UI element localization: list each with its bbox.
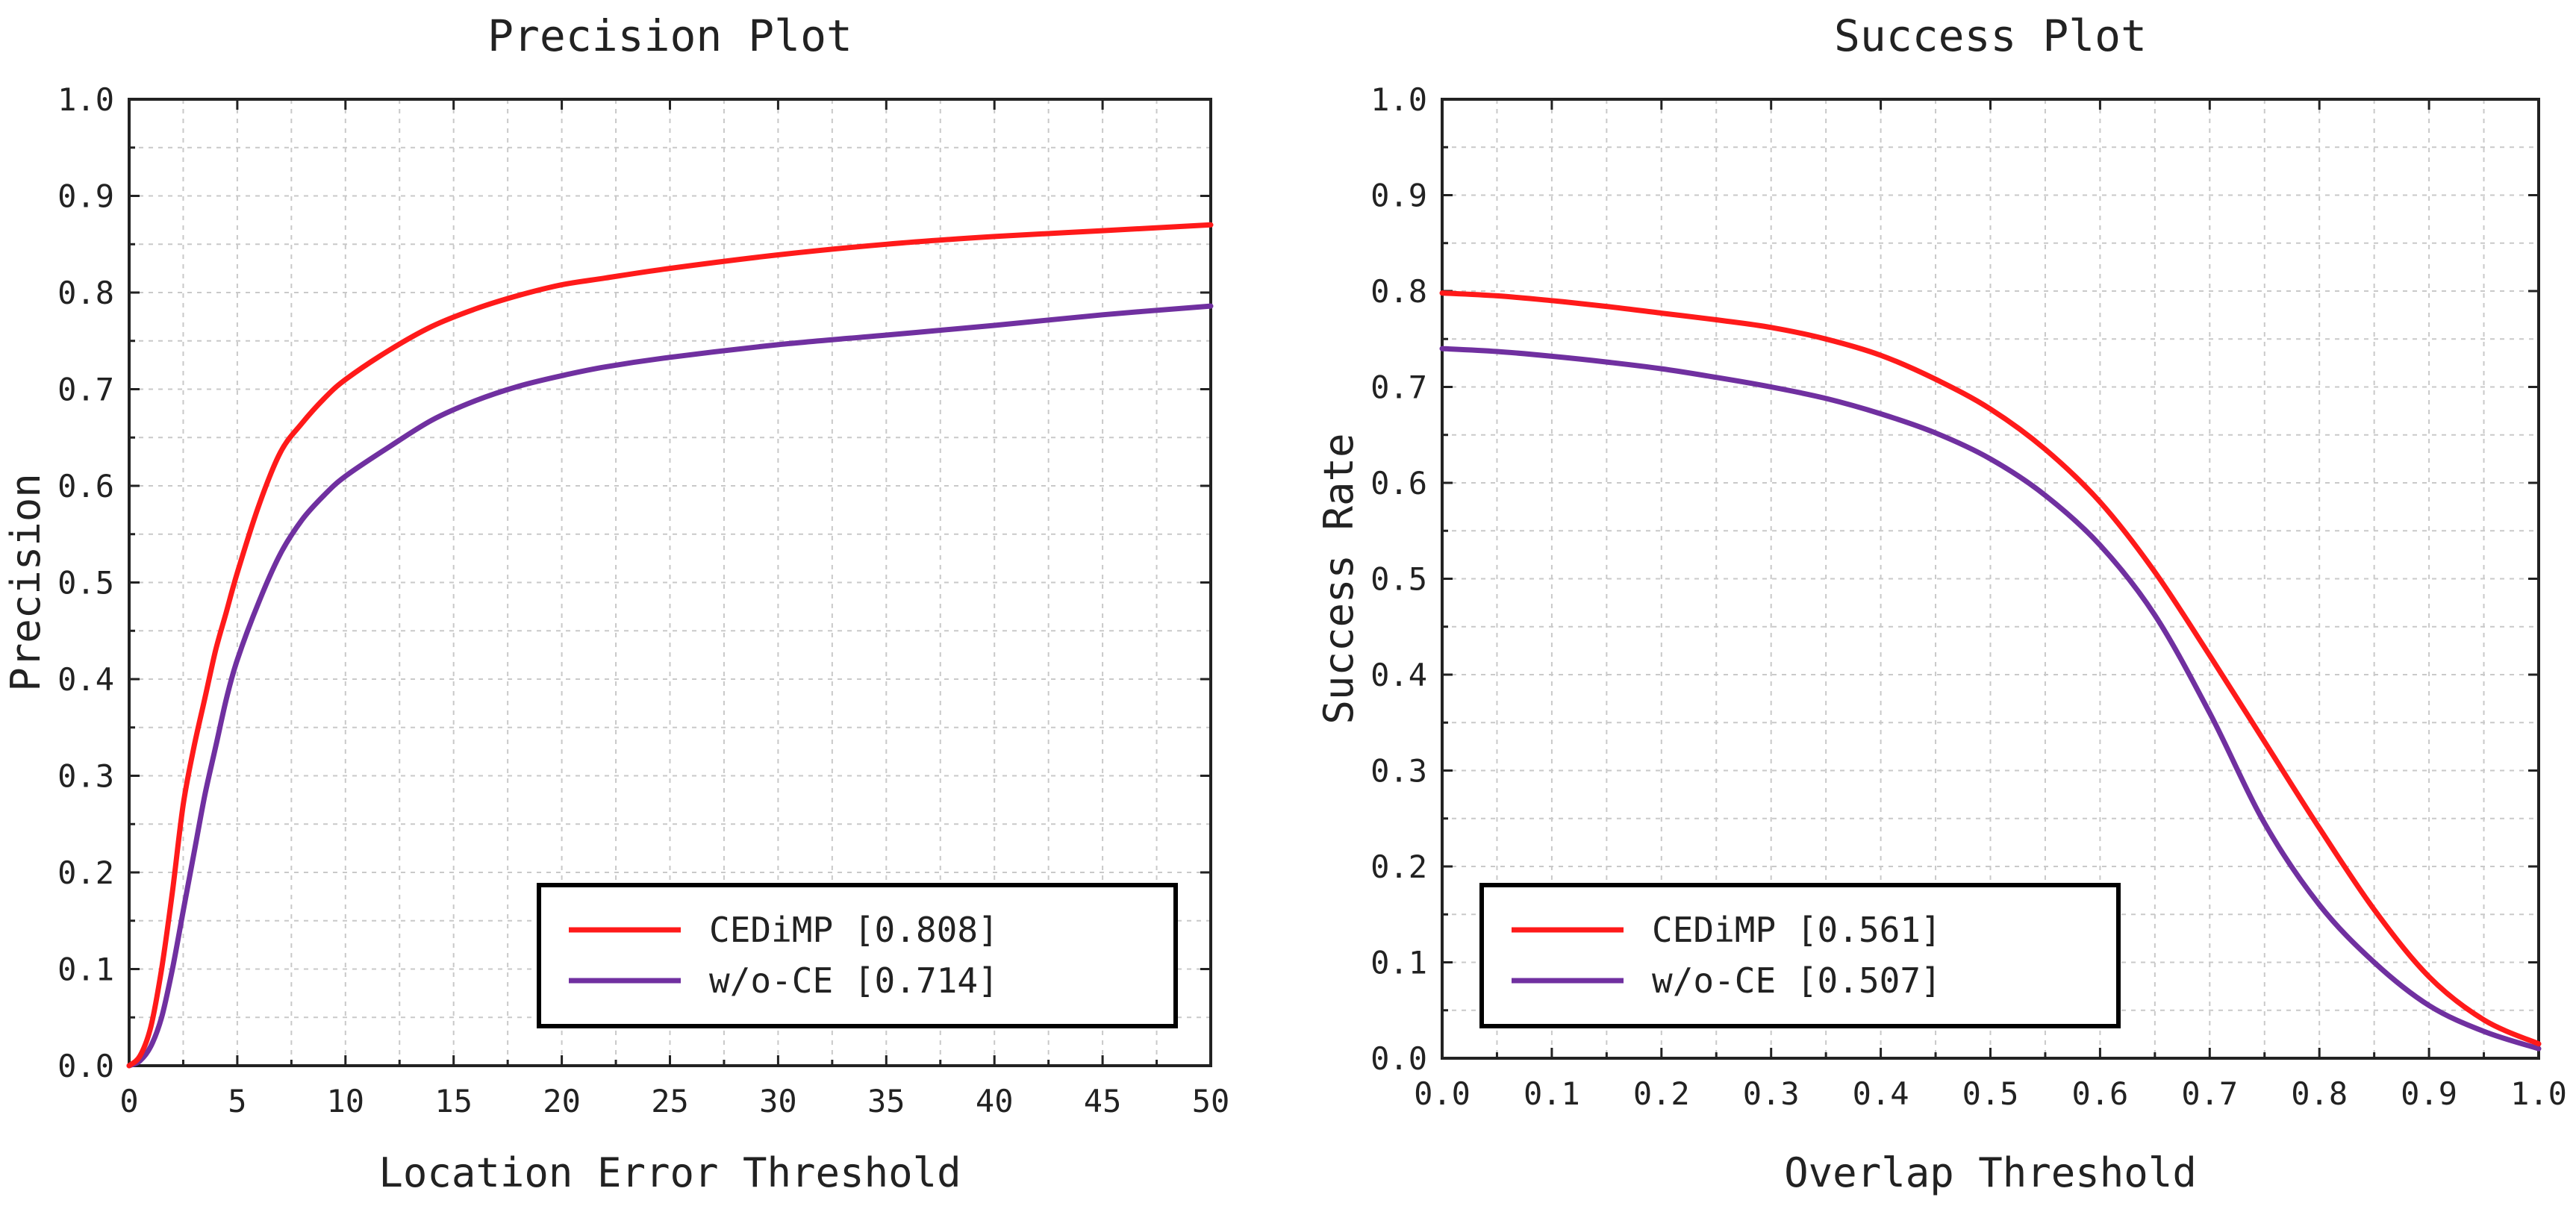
y-tick-label: 0.1 bbox=[1370, 945, 1427, 981]
chart-title: Precision Plot bbox=[487, 10, 852, 61]
y-tick-label: 0.0 bbox=[57, 1048, 114, 1084]
x-tick-label: 1.0 bbox=[2510, 1075, 2567, 1112]
success-chart: 0.0 0.1 0.2 0.3 0.4 0.5 0.6 0.7 0.8 0.9 1.0 0.0 0.1 0… bbox=[1315, 10, 2567, 1196]
x-tick-label: 15 bbox=[434, 1083, 473, 1119]
x-tick-label: 0.6 bbox=[2071, 1075, 2128, 1112]
y-tick-label: 0.3 bbox=[1370, 753, 1427, 790]
y-tick-label: 0.8 bbox=[1370, 273, 1427, 310]
x-axis-label: Location Error Threshold bbox=[378, 1149, 961, 1196]
x-axis-label: Overlap Threshold bbox=[1784, 1149, 2197, 1196]
y-tick-label: 0.8 bbox=[57, 275, 114, 311]
series-line-cedimp bbox=[126, 222, 1214, 1069]
series-line-cedimp bbox=[1439, 290, 2542, 1047]
x-tick-label: 5 bbox=[228, 1083, 246, 1119]
y-tick-label: 0.2 bbox=[57, 854, 114, 891]
y-tick-label: 0.7 bbox=[1370, 369, 1427, 406]
x-tick-label: 0.4 bbox=[1853, 1075, 1909, 1112]
legend: CEDiMP [0.561] w/o-CE [0.507] bbox=[1479, 883, 2121, 1028]
x-tick-label: 0.8 bbox=[2291, 1075, 2348, 1112]
y-tick-label: 0.3 bbox=[57, 758, 114, 795]
x-tick-label: 0.2 bbox=[1633, 1075, 1690, 1112]
y-tick-label: 0.5 bbox=[1370, 561, 1427, 598]
x-tick-label: 10 bbox=[327, 1083, 365, 1119]
x-tick-label: 25 bbox=[651, 1083, 689, 1119]
y-tick-label: 0.4 bbox=[57, 661, 114, 698]
x-tick-label: 0 bbox=[119, 1083, 138, 1119]
x-tick-label: 45 bbox=[1084, 1083, 1122, 1119]
y-tick-label: 0.0 bbox=[1370, 1040, 1427, 1077]
x-tick-label: 35 bbox=[867, 1083, 905, 1119]
legend-label: CEDiMP [0.808] bbox=[709, 910, 999, 950]
y-tick-label: 0.9 bbox=[1370, 178, 1427, 214]
x-tick-label: 0.9 bbox=[2401, 1075, 2457, 1112]
y-tick-label: 1.0 bbox=[1370, 81, 1427, 118]
legend: CEDiMP [0.808] w/o-CE [0.714] bbox=[537, 883, 1178, 1028]
x-tick-label: 0.5 bbox=[1962, 1075, 2019, 1112]
x-tick-label: 20 bbox=[543, 1083, 581, 1119]
series-line-wo-ce bbox=[1439, 346, 2542, 1052]
x-tick-label: 40 bbox=[976, 1083, 1014, 1119]
legend-box bbox=[537, 883, 1178, 1028]
legend-label: CEDiMP [0.561] bbox=[1652, 910, 1942, 950]
y-tick-label: 0.7 bbox=[57, 372, 114, 408]
precision-chart: 0 5 10 15 20 25 30 35 40 45 50 0.0 0.1 0.2 0.3 0.4 0.5 0.… bbox=[2, 10, 1229, 1196]
legend-box bbox=[1479, 883, 2121, 1028]
x-tick-label: 0.7 bbox=[2181, 1075, 2238, 1112]
x-tick-label: 0.1 bbox=[1524, 1075, 1580, 1112]
x-tick-label: 0.0 bbox=[1414, 1075, 1471, 1112]
y-tick-label: 0.6 bbox=[57, 468, 114, 504]
y-axis-label: Success Rate bbox=[1315, 433, 1362, 724]
chart-title: Success Plot bbox=[1834, 10, 2147, 61]
legend-label: w/o-CE [0.714] bbox=[709, 960, 999, 1001]
x-tick-label: 50 bbox=[1192, 1083, 1230, 1119]
y-tick-label: 0.9 bbox=[57, 178, 114, 215]
y-axis-label: Precision bbox=[2, 473, 49, 692]
x-tick-label: 0.3 bbox=[1743, 1075, 1800, 1112]
y-tick-label: 0.1 bbox=[57, 952, 114, 988]
y-tick-label: 0.4 bbox=[1370, 657, 1427, 693]
x-tick-label: 30 bbox=[759, 1083, 797, 1119]
legend-label: w/o-CE [0.507] bbox=[1652, 960, 1942, 1001]
y-tick-label: 0.6 bbox=[1370, 465, 1427, 502]
y-tick-label: 0.5 bbox=[57, 565, 114, 602]
y-tick-label: 0.2 bbox=[1370, 849, 1427, 885]
series-line-wo-ce bbox=[126, 303, 1214, 1069]
y-tick-label: 1.0 bbox=[57, 81, 114, 118]
